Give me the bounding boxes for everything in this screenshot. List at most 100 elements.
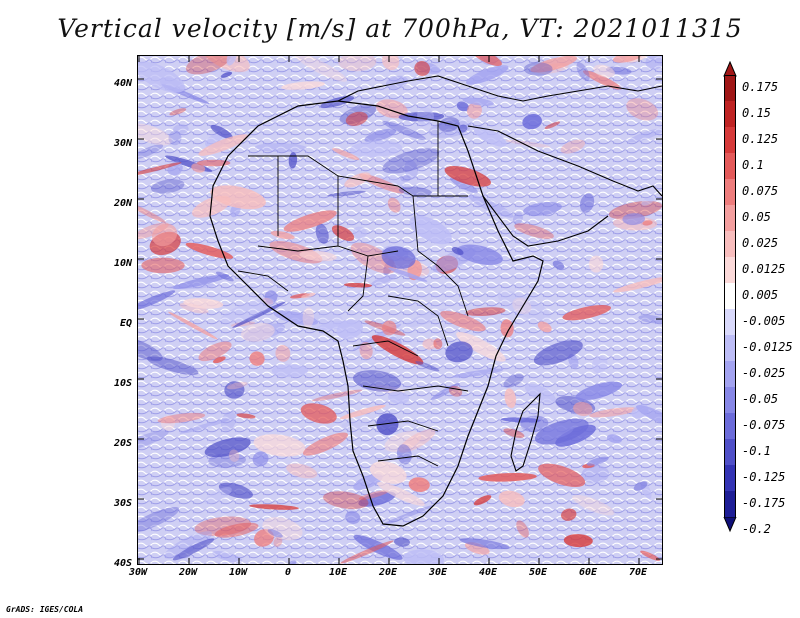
ascent-patch [560,139,586,154]
descent-patch [591,355,608,374]
colorbar-swatch [724,439,736,465]
ascent-patch [500,319,514,338]
descent-patch [220,411,237,431]
ascent-patch [573,401,593,417]
descent-patch [451,247,464,256]
colorbar-level-label: 0.0125 [742,262,786,276]
descent-patch [151,179,185,194]
descent-patch [224,381,245,399]
descent-patch [341,421,371,430]
lon-tick-label: 20W [178,567,198,578]
ascent-patch [286,463,318,479]
lat-tick-label: 10N [113,258,132,269]
lat-tick-label: 30S [113,498,132,509]
descent-patch [212,550,243,563]
ascent-patch [588,255,604,273]
lon-tick-label: 70E [628,567,648,578]
colorbar-swatch [724,387,736,413]
ascent-patch [466,102,482,119]
ascent-patch [249,504,299,510]
ascent-patch [344,172,371,188]
descent-patch [622,213,645,225]
ascent-patch [612,56,643,63]
ascent-patch [514,223,554,239]
ascent-patch [226,381,248,390]
descent-patch [327,190,366,197]
descent-patch [218,482,254,499]
descent-patch [473,125,507,147]
descent-patch [147,356,199,375]
ascent-patch [512,297,532,315]
descent-patch [462,97,494,106]
descent-patch [586,456,609,466]
descent-patch [579,193,595,213]
descent-patch [168,130,182,146]
descent-patch [370,274,397,286]
ascent-patch [210,185,266,210]
descent-patch [254,143,307,153]
descent-patch [164,531,212,559]
ascent-patch [160,415,176,431]
ascent-patch [270,230,295,240]
ascent-patch [422,338,437,350]
ascent-patch [473,495,492,506]
ascent-patch [273,536,283,547]
vertical-velocity-map [138,56,662,564]
lat-tick-label: 20S [113,438,132,449]
descent-patch [320,95,355,108]
descent-patch [138,290,176,312]
ascent-patch [302,307,315,328]
lat-tick-label: EQ [119,318,132,329]
descent-patch [497,290,551,321]
mediterranean-coastline [337,75,662,102]
descent-patch [349,140,403,158]
colorbar-swatch [724,309,736,335]
ascent-patch [530,56,578,73]
descent-patch [396,444,412,465]
colorbar-swatch [724,413,736,439]
footer-credit: GrADS: IGES/COLA [6,605,84,614]
colorbar-level-label: 0.15 [742,106,771,120]
ascent-patch [168,311,218,340]
colorbar-level-label: 0.175 [742,80,779,94]
descent-patch [533,340,583,366]
descent-patch [173,124,189,135]
descent-patch [252,451,269,467]
descent-patch [358,491,396,507]
colorbar-level-label: -0.005 [742,314,786,328]
descent-patch [449,177,478,194]
descent-patch [456,244,503,265]
colorbar-swatch [724,335,736,361]
ascent-patch [228,449,240,462]
descent-patch [138,506,180,533]
ascent-patch [323,491,369,510]
lon-tick-label: 30W [128,567,148,578]
arabia-coastline [467,125,662,247]
colorbar-level-label: 0.005 [742,288,779,302]
lat-tick-label: 20N [113,198,132,209]
ascent-patch [345,111,368,126]
descent-patch [459,538,510,550]
descent-patch [387,391,410,404]
descent-patch [364,128,397,143]
ascent-patch [339,404,386,420]
colorbar-swatch [724,205,736,231]
descent-patch [204,437,251,458]
ascent-patch [560,508,577,521]
descent-patch [404,159,418,180]
lon-tick-label: 30E [428,567,448,578]
madagascar-coastline [510,392,541,472]
ascent-patch [236,413,256,419]
descent-patch [503,374,524,388]
descent-patch [456,101,470,112]
ascent-patch [169,108,187,116]
ascent-patch [440,310,486,332]
ascent-patch [138,162,182,177]
lon-tick-label: 40E [478,567,498,578]
descent-patch [179,418,230,434]
descent-patch [138,61,185,93]
ascent-patch [240,322,275,342]
descent-patch [581,465,610,484]
ascent-patch [331,225,355,242]
colorbar-swatch [724,231,736,257]
